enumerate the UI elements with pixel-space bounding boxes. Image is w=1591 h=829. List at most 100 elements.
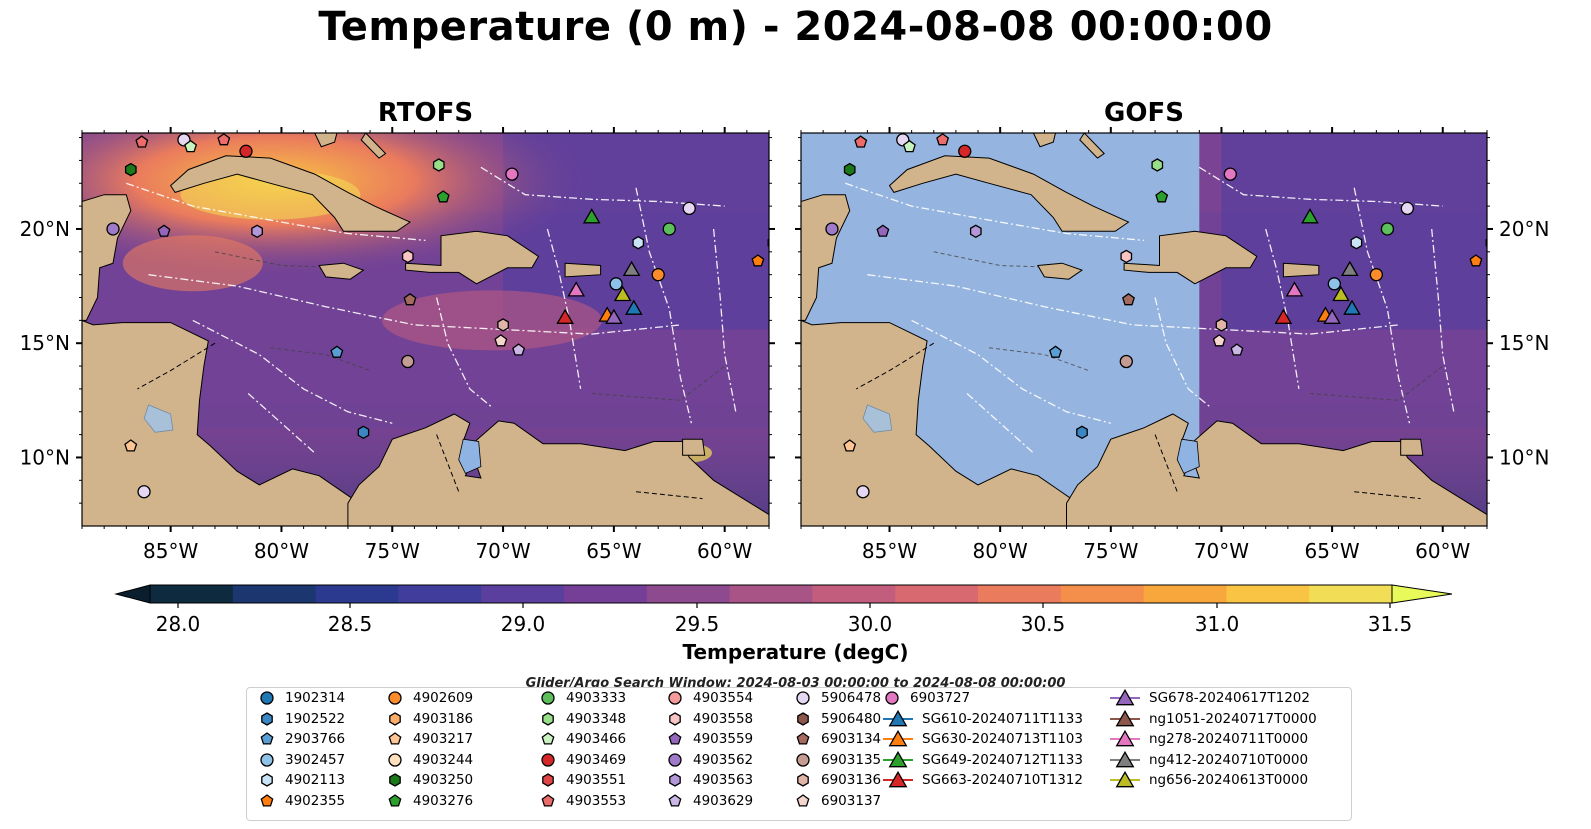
- marker-ng656-20240613T0000: [1332, 285, 1350, 302]
- marker-SG663-20240710T1312: [556, 308, 574, 324]
- marker-4903553: [135, 135, 149, 148]
- legend-marker-icon: [1110, 770, 1140, 788]
- marker-4903348: [1151, 158, 1164, 172]
- legend-marker-icon: [1110, 709, 1140, 726]
- legend-marker-icon: [796, 752, 810, 767]
- marker-4903562: [106, 222, 120, 236]
- legend-circle-icon: [541, 752, 555, 767]
- marker-4903348: [432, 158, 445, 172]
- legend-label: 4903250: [413, 772, 474, 788]
- marker-4903333: [1380, 222, 1395, 236]
- legend-label: ng656-20240613T0000: [1149, 772, 1309, 788]
- marker-4903250: [124, 162, 137, 177]
- legend-item: 4903217: [385, 729, 473, 749]
- marker-SG610-20240711T1133: [1343, 299, 1361, 315]
- legend-marker-icon: [389, 773, 401, 787]
- legend-label: 6903135: [821, 751, 882, 768]
- legend-item: 4903629: [665, 791, 753, 811]
- legend-marker-icon: [1110, 750, 1140, 767]
- legend-marker-icon: [388, 793, 402, 807]
- legend-label: SG649-20240712T1133: [922, 751, 1083, 768]
- legend-circle-icon: [668, 752, 682, 767]
- colorbar: [114, 584, 1453, 608]
- legend-circle-icon: [260, 752, 274, 767]
- legend-label: 4903559: [693, 731, 754, 747]
- marker-SG610-20240711T1133: [624, 299, 643, 315]
- legend-pentagon-icon: [541, 793, 555, 807]
- lon-tick-label: 85°W: [143, 539, 198, 563]
- marker-ng412-20240710T0000: [622, 260, 641, 277]
- marker-4903563: [969, 224, 982, 239]
- legend-label: 4902113: [285, 772, 346, 788]
- colorbar-segment: [646, 585, 731, 603]
- legend-circle-icon: [885, 691, 899, 705]
- marker-ng412-20240710T0000: [1340, 260, 1359, 277]
- marker-5906478: [856, 485, 870, 499]
- legend-marker-icon: [260, 752, 274, 767]
- legend-marker-icon: [541, 732, 555, 745]
- legend-marker-icon: [797, 711, 809, 726]
- legend-item: 4902355: [257, 791, 345, 811]
- legend-marker-icon: [796, 691, 810, 705]
- legend-item: 4903276: [385, 791, 473, 811]
- legend-marker-icon: [668, 732, 682, 745]
- legend-marker-icon: [883, 750, 913, 767]
- lon-tick-label: 60°W: [697, 539, 752, 563]
- legend-label: SG630-20240713T1103: [922, 731, 1083, 747]
- legend-triangle-icon: [1115, 750, 1135, 767]
- marker-6903136: [1215, 318, 1228, 332]
- legend-label: 4903333: [566, 690, 627, 706]
- marker-4903250: [843, 162, 856, 177]
- legend-label: 2903766: [285, 731, 346, 747]
- marker-SG663-20240710T1312: [1274, 308, 1293, 324]
- marker-SG678-20240617T1202: [605, 308, 623, 324]
- legend-pentagon-icon: [260, 793, 274, 807]
- gofs-map-panel: 85°W 80°W 75°W 70°W 65°W 60°W 20°N 15°N 10°N: [795, 127, 1549, 563]
- legend-pentagon-icon: [541, 732, 555, 745]
- legend-circle-icon: [388, 691, 402, 705]
- legend-marker-icon: [885, 691, 899, 705]
- legend-triangle-icon: [888, 709, 908, 726]
- legend-marker-icon: [883, 709, 913, 726]
- legend-pentagon-icon: [668, 732, 682, 745]
- marker-ng278-20240711T0000: [1285, 281, 1304, 297]
- legend-label: 4903186: [413, 710, 474, 727]
- legend-item: 6903136: [793, 770, 881, 790]
- legend-item: SG630-20240713T1103: [882, 729, 1083, 749]
- marker-4903276: [436, 190, 450, 203]
- panel-title-gofs: GOFS: [1104, 98, 1184, 128]
- colorbar-segment: [1143, 585, 1227, 603]
- legend-label: SG678-20240617T1202: [1149, 690, 1310, 706]
- legend-item: 4903250: [385, 770, 473, 790]
- legend-label: 4903629: [693, 792, 754, 809]
- legend-label: 4903551: [566, 772, 627, 788]
- legend-label: SG663-20240710T1312: [922, 772, 1083, 788]
- legend-item: 6903727: [882, 688, 970, 708]
- legend-hexagon-icon: [389, 711, 401, 726]
- legend-label: 1902522: [285, 710, 346, 727]
- colorbar-tick-label: 29.5: [674, 612, 720, 636]
- marker-4903186: [767, 238, 769, 247]
- marker-6903137: [494, 334, 508, 347]
- legend-item: ng656-20240613T0000: [1109, 770, 1308, 790]
- legend-item: 6903137: [793, 791, 881, 811]
- legend-marker-icon: [260, 793, 274, 807]
- colorbar-tick-label: 28.5: [327, 612, 373, 636]
- colorbar-tick-label: 30.0: [847, 612, 893, 636]
- legend-item: 4903466: [538, 729, 626, 749]
- marker-4903559: [157, 224, 171, 237]
- legend-label: ng412-20240710T0000: [1149, 751, 1309, 768]
- colorbar-segment: [564, 585, 648, 603]
- colorbar-segment: [315, 585, 399, 603]
- legend-label: 4903469: [566, 751, 627, 768]
- colorbar-segment: [1060, 585, 1145, 603]
- colorbar-segment: [1309, 585, 1393, 603]
- legend-pentagon-icon: [260, 732, 274, 745]
- marker-4903186: [1485, 238, 1487, 247]
- legend-item: ng278-20240711T0000: [1109, 729, 1308, 749]
- legend-marker-icon: [388, 732, 402, 745]
- marker-4903563: [251, 224, 263, 239]
- legend-item: SG610-20240711T1133: [882, 709, 1083, 729]
- legend-item: 4903348: [538, 709, 626, 729]
